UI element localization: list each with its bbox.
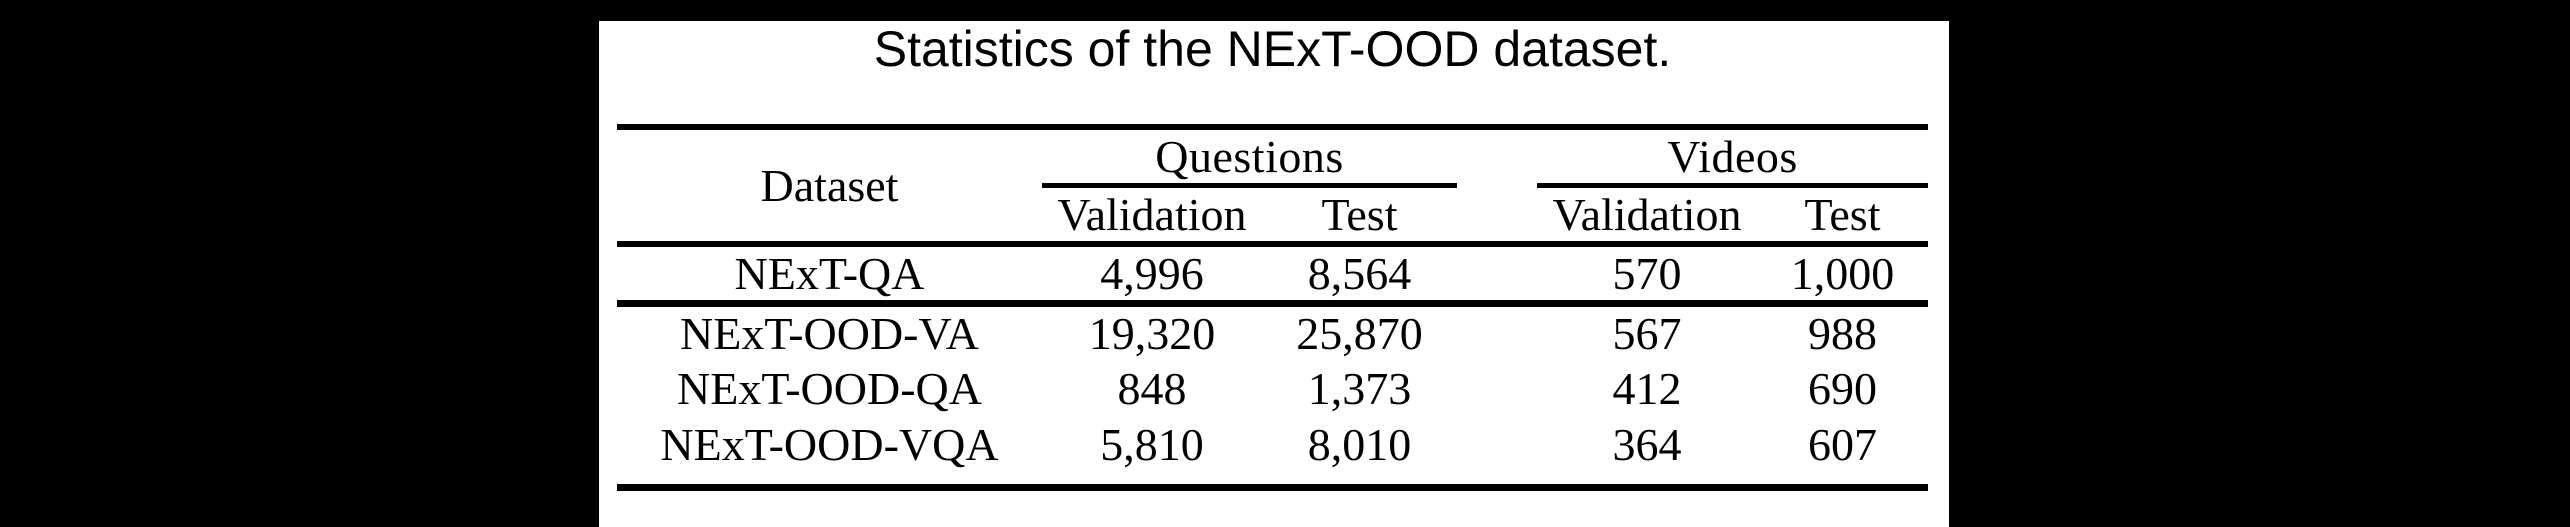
cell-group-gap (1457, 244, 1537, 307)
cell-questions-test: 8,010 (1307, 418, 1412, 470)
column-header-questions-validation: Validation (1042, 185, 1262, 247)
table-row-next-ood-qa: NExT-OOD-QA 848 1,373 412 690 (617, 360, 1928, 416)
column-group-gap (1457, 127, 1537, 247)
cell-dataset-name: NExT-QA (617, 244, 1042, 307)
cell-questions-test: 1,373 (1307, 362, 1412, 414)
cell-dataset-name: NExT-OOD-VA (680, 308, 979, 359)
cell-questions-validation: 19,320 (1088, 308, 1216, 359)
header-sub-row: Validation Test Validation Test (617, 185, 1928, 247)
cell-videos-test: 690 (1808, 362, 1877, 414)
group-header-questions: Questions (1042, 127, 1457, 188)
cell-videos-test: 988 (1808, 308, 1877, 359)
column-header-dataset: Dataset (617, 127, 1042, 247)
cell-questions-test: 25,870 (1296, 308, 1423, 359)
cell-questions-validation: 4,996 (1042, 244, 1262, 307)
cell-group-gap (1457, 416, 1537, 472)
column-header-videos-validation: Validation (1537, 185, 1757, 247)
group-header-videos: Videos (1537, 127, 1928, 188)
table-caption: Statistics of the NExT-OOD dataset. (873, 21, 1672, 77)
cell-questions-validation: 5,810 (1100, 418, 1204, 470)
table-bottom-spacer (617, 472, 1928, 487)
cell-questions-validation: 848 (1117, 362, 1187, 414)
table-row-next-ood-va: NExT-OOD-VA 19,320 25,870 567 988 (617, 304, 1928, 361)
cell-videos-test: 607 (1808, 418, 1877, 470)
statistics-table: Dataset Questions Videos Validation Test… (617, 124, 1928, 491)
cell-dataset-name: NExT-OOD-VQA (660, 418, 999, 470)
column-header-videos-test: Test (1757, 185, 1928, 247)
cell-videos-validation: 364 (1612, 418, 1682, 470)
cell-group-gap (1457, 304, 1537, 361)
cell-videos-validation: 412 (1612, 362, 1682, 414)
header-group-row: Dataset Questions Videos (617, 127, 1928, 247)
column-header-questions-test: Test (1262, 185, 1457, 247)
cell-dataset-name: NExT-OOD-QA (677, 362, 982, 414)
cell-videos-test: 1,000 (1757, 244, 1928, 307)
table-row-next-ood-vqa: NExT-OOD-VQA 5,810 8,010 364 607 (617, 416, 1928, 472)
cell-videos-validation: 567 (1612, 308, 1682, 359)
table-row-next-qa: NExT-QA 4,996 8,564 570 1,000 (617, 244, 1928, 307)
table-bottom-spacer-cell (617, 472, 1928, 487)
figure-card: Statistics of the NExT-OOD dataset. Data… (599, 21, 1949, 527)
cell-questions-test: 8,564 (1262, 244, 1457, 307)
cell-group-gap (1457, 360, 1537, 416)
cell-videos-validation: 570 (1537, 244, 1757, 307)
